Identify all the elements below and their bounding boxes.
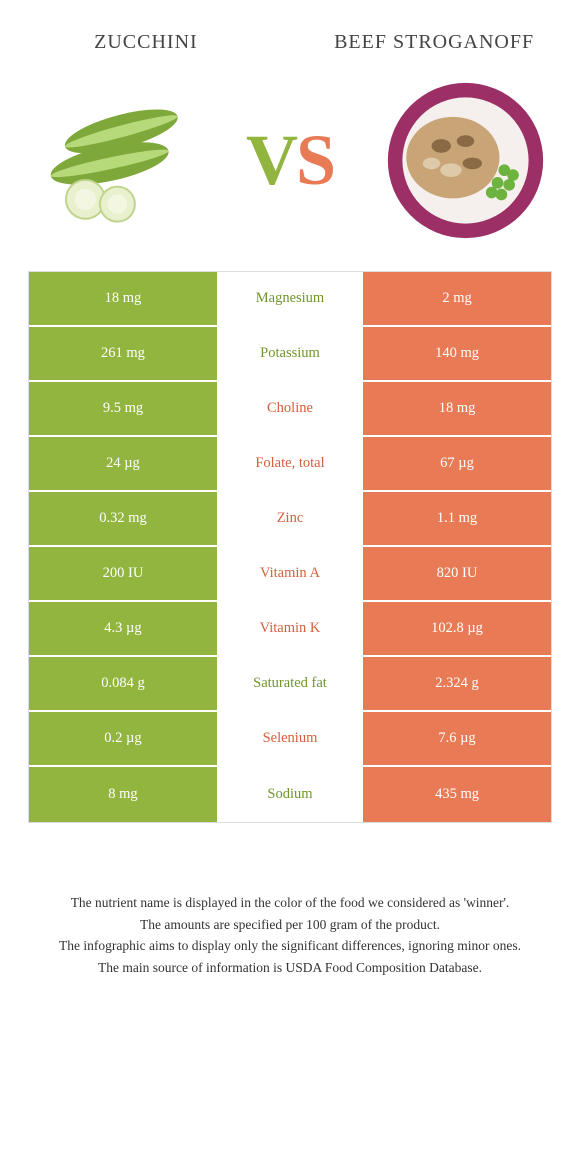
zucchini-image: [32, 78, 197, 243]
nutrient-row: 8 mgSodium435 mg: [29, 767, 551, 822]
value-right: 18 mg: [363, 382, 551, 435]
value-right: 435 mg: [363, 767, 551, 822]
value-right: 820 IU: [363, 547, 551, 600]
infographic-container: Zucchini Beef Stroganoff VS: [0, 0, 580, 999]
nutrient-row: 0.084 gSaturated fat2.324 g: [29, 657, 551, 712]
value-right: 140 mg: [363, 327, 551, 380]
value-right: 67 µg: [363, 437, 551, 490]
hero-row: VS: [28, 78, 552, 243]
value-left: 0.084 g: [29, 657, 217, 710]
nutrient-label: Magnesium: [217, 272, 363, 325]
value-right: 7.6 µg: [363, 712, 551, 765]
nutrient-row: 261 mgPotassium140 mg: [29, 327, 551, 382]
value-right: 102.8 µg: [363, 602, 551, 655]
nutrient-row: 4.3 µgVitamin K102.8 µg: [29, 602, 551, 657]
title-right: Beef Stroganoff: [316, 30, 552, 54]
value-right: 2.324 g: [363, 657, 551, 710]
nutrient-label: Folate, total: [217, 437, 363, 490]
nutrient-label: Choline: [217, 382, 363, 435]
nutrient-label: Vitamin A: [217, 547, 363, 600]
value-right: 2 mg: [363, 272, 551, 325]
nutrient-label: Selenium: [217, 712, 363, 765]
footer-line: The infographic aims to display only the…: [36, 936, 544, 956]
nutrient-table: 18 mgMagnesium2 mg261 mgPotassium140 mg9…: [28, 271, 552, 823]
footer-notes: The nutrient name is displayed in the co…: [28, 893, 552, 977]
value-right: 1.1 mg: [363, 492, 551, 545]
nutrient-row: 9.5 mgCholine18 mg: [29, 382, 551, 437]
nutrient-label: Potassium: [217, 327, 363, 380]
title-left: Zucchini: [28, 30, 264, 54]
stroganoff-image: [383, 78, 548, 243]
value-left: 18 mg: [29, 272, 217, 325]
nutrient-row: 0.2 µgSelenium7.6 µg: [29, 712, 551, 767]
nutrient-row: 0.32 mgZinc1.1 mg: [29, 492, 551, 547]
value-left: 261 mg: [29, 327, 217, 380]
value-left: 4.3 µg: [29, 602, 217, 655]
title-row: Zucchini Beef Stroganoff: [28, 30, 552, 54]
nutrient-label: Sodium: [217, 767, 363, 822]
vs-v: V: [246, 120, 296, 200]
nutrient-row: 24 µgFolate, total67 µg: [29, 437, 551, 492]
footer-line: The main source of information is USDA F…: [36, 958, 544, 978]
nutrient-label: Zinc: [217, 492, 363, 545]
footer-line: The amounts are specified per 100 gram o…: [36, 915, 544, 935]
footer-line: The nutrient name is displayed in the co…: [36, 893, 544, 913]
value-left: 9.5 mg: [29, 382, 217, 435]
value-left: 8 mg: [29, 767, 217, 822]
value-left: 0.32 mg: [29, 492, 217, 545]
value-left: 200 IU: [29, 547, 217, 600]
nutrient-row: 200 IUVitamin A820 IU: [29, 547, 551, 602]
vs-s: S: [296, 120, 334, 200]
value-left: 0.2 µg: [29, 712, 217, 765]
value-left: 24 µg: [29, 437, 217, 490]
nutrient-label: Saturated fat: [217, 657, 363, 710]
vs-label: VS: [246, 119, 334, 202]
nutrient-row: 18 mgMagnesium2 mg: [29, 272, 551, 327]
nutrient-label: Vitamin K: [217, 602, 363, 655]
